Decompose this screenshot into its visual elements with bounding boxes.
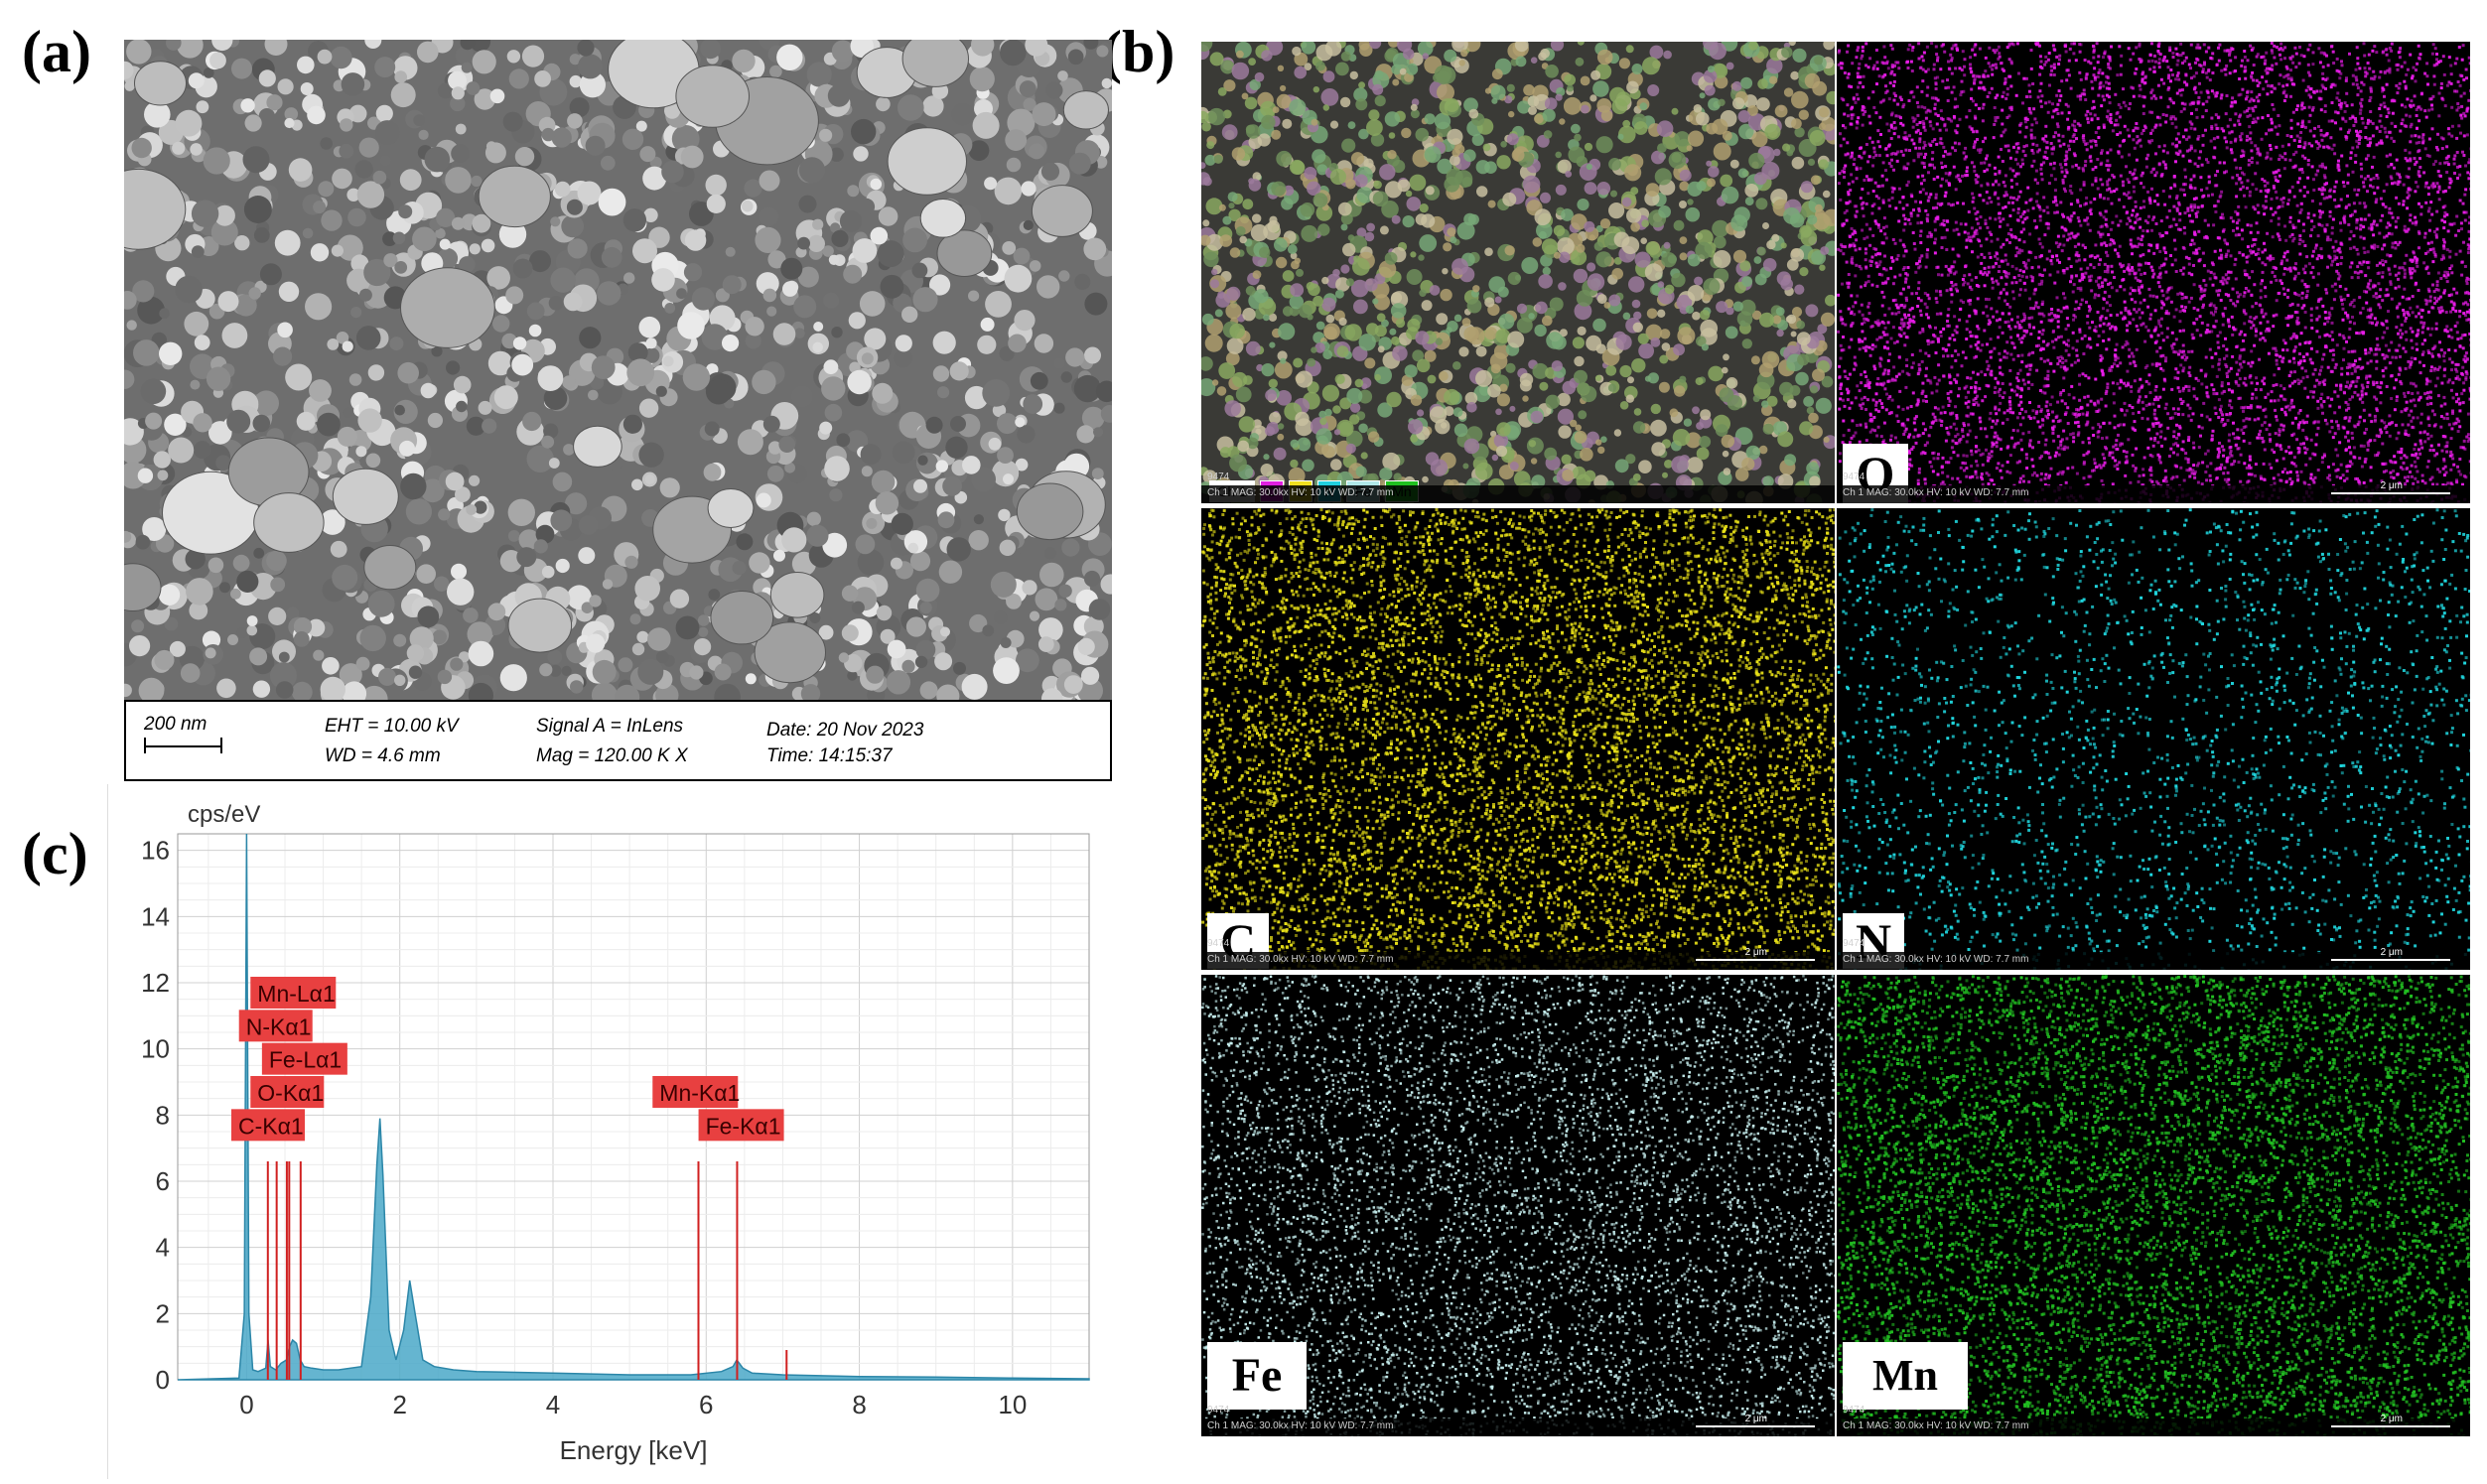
- y-tick-label: 0: [156, 1365, 170, 1395]
- x-tick-label: 4: [546, 1390, 560, 1419]
- map-id: 9474: [1843, 472, 1865, 482]
- map-footer: 9474 Ch 1 MAG: 30.0kx HV: 10 kV WD: 7.7 …: [1201, 485, 1835, 503]
- sem-scale-bar: [144, 745, 221, 747]
- map-scale-bar: [1696, 1425, 1815, 1427]
- sem-scale-tick: [220, 738, 222, 753]
- map-scale-label: 2 μm: [1745, 1414, 1767, 1424]
- map-scale-bar: [2331, 492, 2450, 494]
- peak-annotation: C-Kα1: [231, 1109, 305, 1141]
- eds-overview-map: Ch 1OCNFeMn 9474 Ch 1 MAG: 30.0kx HV: 10…: [1201, 42, 1835, 503]
- x-tick-label: 10: [998, 1390, 1027, 1419]
- peak-annotation: Mn-Kα1: [652, 1076, 740, 1108]
- annotation-label: O-Kα1: [257, 1080, 324, 1106]
- x-axis-label: Energy [keV]: [560, 1435, 708, 1465]
- map-footer: 9474 Ch 1 MAG: 30.0kx HV: 10 kV WD: 7.7 …: [1837, 485, 2470, 503]
- peak-annotation: O-Kα1: [250, 1076, 324, 1108]
- sem-eht: EHT = 10.00 kV: [325, 716, 459, 738]
- eds-map-fe: Fe 9474 Ch 1 MAG: 30.0kx HV: 10 kV WD: 7…: [1201, 975, 1835, 1436]
- element-label-mn: Mn: [1843, 1342, 1968, 1410]
- map-dots: [1201, 508, 1835, 970]
- map-footer: 9474 Ch 1 MAG: 30.0kx HV: 10 kV WD: 7.7 …: [1837, 1418, 2470, 1436]
- annotation-label: C-Kα1: [238, 1113, 304, 1139]
- sem-date: Date: 20 Nov 2023: [766, 720, 923, 742]
- map-footer: 9474 Ch 1 MAG: 30.0kx HV: 10 kV WD: 7.7 …: [1837, 952, 2470, 970]
- map-scale-label: 2 μm: [2381, 1414, 2403, 1424]
- sem-time: Time: 14:15:37: [766, 745, 893, 767]
- sem-particles: [124, 40, 1112, 700]
- map-scale-bar: [1696, 959, 1815, 961]
- peak-annotation: N-Kα1: [239, 1010, 313, 1041]
- element-label-fe: Fe: [1207, 1342, 1307, 1410]
- panel-label-b: (b): [1102, 22, 1174, 81]
- map-id: 9474: [1843, 938, 1865, 949]
- sem-micrograph: [124, 40, 1112, 700]
- c-map-texture: [1201, 508, 1835, 970]
- eds-map-n: N 9474 Ch 1 MAG: 30.0kx HV: 10 kV WD: 7.…: [1837, 508, 2470, 970]
- map-dots: [1837, 42, 2470, 503]
- sem-texture: [124, 40, 1112, 700]
- map-footer: 9474 Ch 1 MAG: 30.0kx HV: 10 kV WD: 7.7 …: [1201, 952, 1835, 970]
- annotation-label: Fe-Lα1: [269, 1047, 342, 1073]
- sem-mag: Mag = 120.00 K X: [536, 745, 688, 767]
- map-footer-text: Ch 1 MAG: 30.0kx HV: 10 kV WD: 7.7 mm: [1207, 954, 1393, 965]
- map-scale-label: 2 μm: [2381, 947, 2403, 958]
- map-footer-text: Ch 1 MAG: 30.0kx HV: 10 kV WD: 7.7 mm: [1843, 1420, 2028, 1431]
- x-tick-label: 8: [852, 1390, 866, 1419]
- map-scale-bar: [2331, 1425, 2450, 1427]
- peak-annotation: Fe-Lα1: [262, 1043, 347, 1075]
- x-tick-label: 0: [239, 1390, 253, 1419]
- sem-wd: WD = 4.6 mm: [325, 745, 441, 767]
- y-tick-label: 4: [156, 1233, 170, 1263]
- annotation-label: Mn-Kα1: [659, 1080, 740, 1106]
- map-id: 9474: [1843, 1405, 1865, 1416]
- x-tick-label: 6: [699, 1390, 713, 1419]
- map-id: 9474: [1207, 938, 1229, 949]
- annotation-label: N-Kα1: [246, 1013, 312, 1039]
- eds-map-c: C 9474 Ch 1 MAG: 30.0kx HV: 10 kV WD: 7.…: [1201, 508, 1835, 970]
- sem-scale-label: 200 nm: [144, 714, 207, 736]
- map-footer-text: Ch 1 MAG: 30.0kx HV: 10 kV WD: 7.7 mm: [1207, 487, 1393, 498]
- map-scale-label: 2 μm: [2381, 480, 2403, 491]
- y-tick-label: 14: [141, 901, 170, 931]
- sem-info-bar: 200 nm EHT = 10.00 kV WD = 4.6 mm Signal…: [124, 700, 1112, 781]
- sem-scale-tick: [144, 738, 146, 753]
- peak-annotation: Mn-Lα1: [250, 977, 336, 1009]
- eds-map-mn: Mn 9474 Ch 1 MAG: 30.0kx HV: 10 kV WD: 7…: [1837, 975, 2470, 1436]
- overview-texture: [1201, 42, 1835, 503]
- sem-signal: Signal A = InLens: [536, 716, 683, 738]
- y-axis-label: cps/eV: [188, 801, 260, 828]
- y-tick-label: 2: [156, 1298, 170, 1328]
- map-footer: 9474 Ch 1 MAG: 30.0kx HV: 10 kV WD: 7.7 …: [1201, 1418, 1835, 1436]
- map-scale-label: 2 μm: [1745, 947, 1767, 958]
- y-tick-label: 6: [156, 1166, 170, 1196]
- panel-label-a: (a): [22, 22, 91, 81]
- y-tick-label: 16: [141, 836, 170, 866]
- n-map-texture: [1837, 508, 2470, 970]
- y-tick-label: 12: [141, 968, 170, 998]
- map-id: 9474: [1207, 472, 1229, 482]
- map-footer-text: Ch 1 MAG: 30.0kx HV: 10 kV WD: 7.7 mm: [1843, 487, 2028, 498]
- map-footer-text: Ch 1 MAG: 30.0kx HV: 10 kV WD: 7.7 mm: [1843, 954, 2028, 965]
- y-tick-label: 10: [141, 1034, 170, 1064]
- map-id: 9474: [1207, 1405, 1229, 1416]
- annotation-label: Mn-Lα1: [257, 981, 336, 1007]
- peak-annotation: Fe-Kα1: [699, 1109, 784, 1141]
- eds-spectrum-chart: 0 2 4 6 8 10 12 14 16 0 2 4 6 8 10 cps/eV Energy [keV] Mn…: [108, 784, 1114, 1479]
- x-tick-label: 2: [392, 1390, 406, 1419]
- panel-label-c: (c): [22, 824, 88, 883]
- map-dots: [1837, 508, 2470, 970]
- eds-map-o: O 9474 Ch 1 MAG: 30.0kx HV: 10 kV WD: 7.…: [1837, 42, 2470, 503]
- eds-spectrum-panel: 0 2 4 6 8 10 12 14 16 0 2 4 6 8 10 cps/eV Energy [keV] Mn…: [107, 784, 1114, 1479]
- y-tick-label: 8: [156, 1100, 170, 1130]
- map-scale-bar: [2331, 959, 2450, 961]
- annotation-label: Fe-Kα1: [706, 1113, 781, 1139]
- map-footer-text: Ch 1 MAG: 30.0kx HV: 10 kV WD: 7.7 mm: [1207, 1420, 1393, 1431]
- o-map-texture: [1837, 42, 2470, 503]
